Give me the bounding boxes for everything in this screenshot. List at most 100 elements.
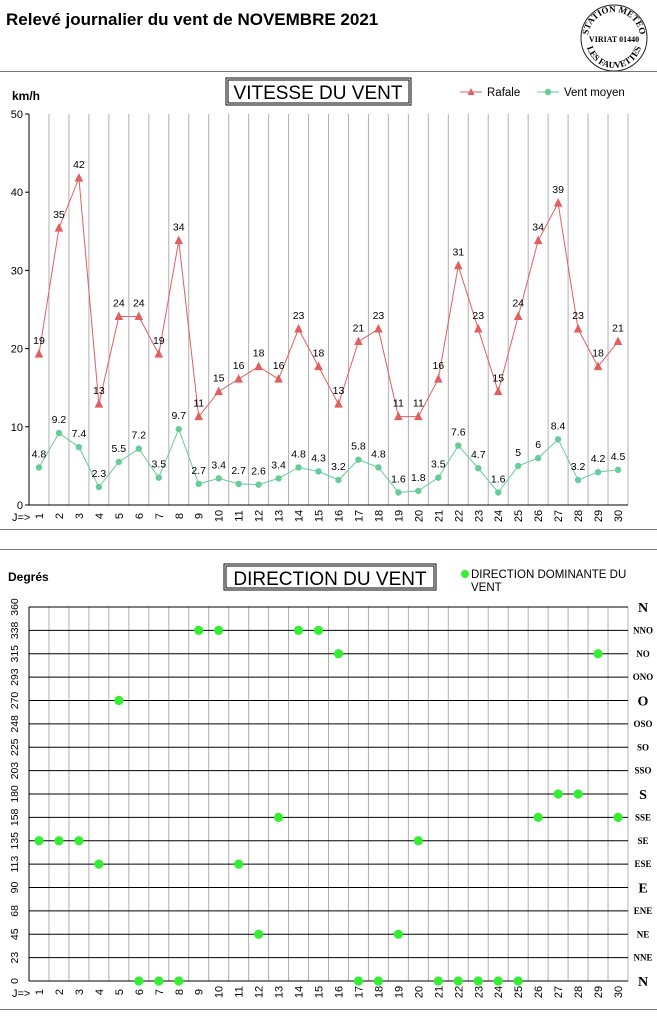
x-tick-label: 25: [513, 986, 525, 998]
vent-moyen-data-label: 4.2: [591, 453, 606, 465]
rafale-data-label: 11: [193, 398, 204, 410]
x-tick-label: 15: [314, 510, 326, 522]
x-axis-prefix: J=>: [12, 512, 30, 524]
x-tick-label: 16: [333, 510, 345, 522]
x-tick-label: 27: [553, 510, 565, 522]
vent-moyen-point: [335, 476, 342, 484]
direction-label: SO: [637, 742, 649, 752]
rafale-data-label: 24: [512, 298, 524, 310]
x-tick-label: 14: [294, 510, 306, 522]
direction-point: [134, 976, 144, 986]
vent-moyen-line: [38, 427, 619, 494]
rafale-data-label: 23: [373, 310, 385, 322]
x-tick-label: 8: [174, 513, 186, 519]
direction-point: [533, 812, 543, 822]
direction-label: ESE: [634, 859, 651, 869]
vent-moyen-point: [315, 468, 322, 475]
y-tick-label: 293: [9, 668, 21, 686]
x-tick-label: 3: [74, 513, 86, 519]
chart-title-box-inner: [225, 565, 435, 589]
vent-moyen-data-label: 2.6: [251, 466, 266, 478]
direction-point: [34, 836, 44, 846]
x-tick-label: 1: [34, 513, 46, 519]
chart-title-box: [223, 563, 437, 591]
vent-moyen-point: [155, 474, 162, 481]
x-tick-label: 17: [353, 510, 365, 522]
rafale-point: [194, 411, 204, 421]
direction-label: O: [638, 695, 649, 710]
x-tick-label: 16: [333, 986, 345, 998]
y-tick-label: 23: [9, 952, 21, 964]
x-tick-label: 6: [134, 989, 146, 995]
x-tick-label: 20: [413, 986, 425, 998]
direction-point: [174, 976, 184, 986]
direction-point: [413, 836, 423, 846]
x-tick-label: 13: [274, 510, 286, 522]
rafale-point: [553, 198, 563, 207]
x-tick-label: 5: [114, 513, 126, 519]
vent-moyen-data-label: 7.2: [132, 430, 147, 442]
legend-marker-circle: [544, 88, 552, 96]
x-tick-label: 3: [74, 989, 86, 995]
x-tick-label: 14: [294, 986, 306, 998]
direction-point: [433, 976, 443, 986]
direction-label: ONO: [633, 672, 654, 682]
direction-point: [453, 976, 463, 986]
vent-moyen-point: [455, 442, 462, 449]
x-tick-label: 29: [593, 510, 605, 522]
vent-moyen-point: [594, 468, 602, 476]
direction-point: [74, 836, 84, 846]
rafale-point: [334, 399, 343, 408]
vent-moyen-point: [35, 464, 43, 471]
vent-moyen-point: [534, 454, 542, 462]
vent-moyen-point: [554, 436, 562, 443]
vent-moyen-data-label: 3.2: [331, 461, 346, 473]
y-tick-label: 158: [9, 808, 21, 826]
vent-moyen-data-label: 6: [535, 439, 541, 451]
direction-point: [473, 976, 483, 986]
direction-point: [293, 625, 304, 635]
rafale-point: [394, 411, 403, 421]
vent-moyen-data-label: 5: [515, 447, 521, 459]
vent-moyen-point: [75, 443, 83, 451]
rafale-point: [54, 223, 64, 232]
x-tick-label: 22: [453, 510, 465, 522]
page-title: Relevé journalier du vent de NOVEMBRE 20…: [6, 10, 379, 29]
vent-moyen-point: [415, 487, 422, 495]
rafale-data-label: 18: [253, 348, 265, 360]
y-tick-label: 338: [9, 621, 21, 639]
rafale-point: [314, 361, 323, 371]
vent-moyen-data-label: 1.6: [391, 473, 406, 485]
rafale-data-label: 34: [532, 222, 544, 234]
svg-text:STATION METEO: STATION METEO: [580, 4, 648, 36]
station-stamp-logo: STATION METEO VIRIAT 01440 LES FAUVETTES: [580, 4, 648, 72]
vent-moyen-data-label: 9.7: [171, 410, 186, 422]
x-tick-label: 23: [473, 510, 485, 522]
x-tick-label: 1: [34, 989, 46, 995]
direction-point: [114, 695, 124, 706]
y-tick-label: 50: [11, 109, 23, 121]
x-tick-label: 20: [413, 510, 425, 522]
rafale-data-label: 18: [313, 348, 325, 360]
vent-moyen-data-label: 3.5: [431, 459, 446, 471]
chart-title: DIRECTION DU VENT: [233, 569, 427, 590]
direction-label: E: [638, 882, 647, 897]
x-tick-label: 2: [54, 989, 66, 995]
direction-label: OSO: [633, 719, 652, 729]
vent-moyen-data-label: 3.2: [571, 461, 586, 473]
rafale-data-label: 34: [173, 222, 185, 234]
vent-moyen-data-label: 3.4: [211, 459, 226, 471]
y-tick-label: 10: [11, 422, 23, 434]
rafale-data-label: 16: [273, 360, 285, 372]
direction-point: [493, 976, 503, 986]
vent-moyen-point: [375, 464, 382, 471]
rafale-point: [174, 235, 184, 245]
direction-label: NNO: [633, 625, 653, 635]
speed-chart-panel: 0 10 20 30 40 50 km/h J=> 1 2 3 4 5 6 7 8 9 10 11 12 13 14 15 1…: [0, 71, 657, 530]
rafale-point: [434, 373, 443, 383]
vent-moyen-point: [115, 458, 123, 466]
vent-moyen-point: [235, 480, 242, 488]
vent-moyen-point: [514, 462, 522, 470]
vent-moyen-data-label: 1.6: [491, 473, 506, 485]
x-tick-label: 11: [234, 510, 246, 521]
